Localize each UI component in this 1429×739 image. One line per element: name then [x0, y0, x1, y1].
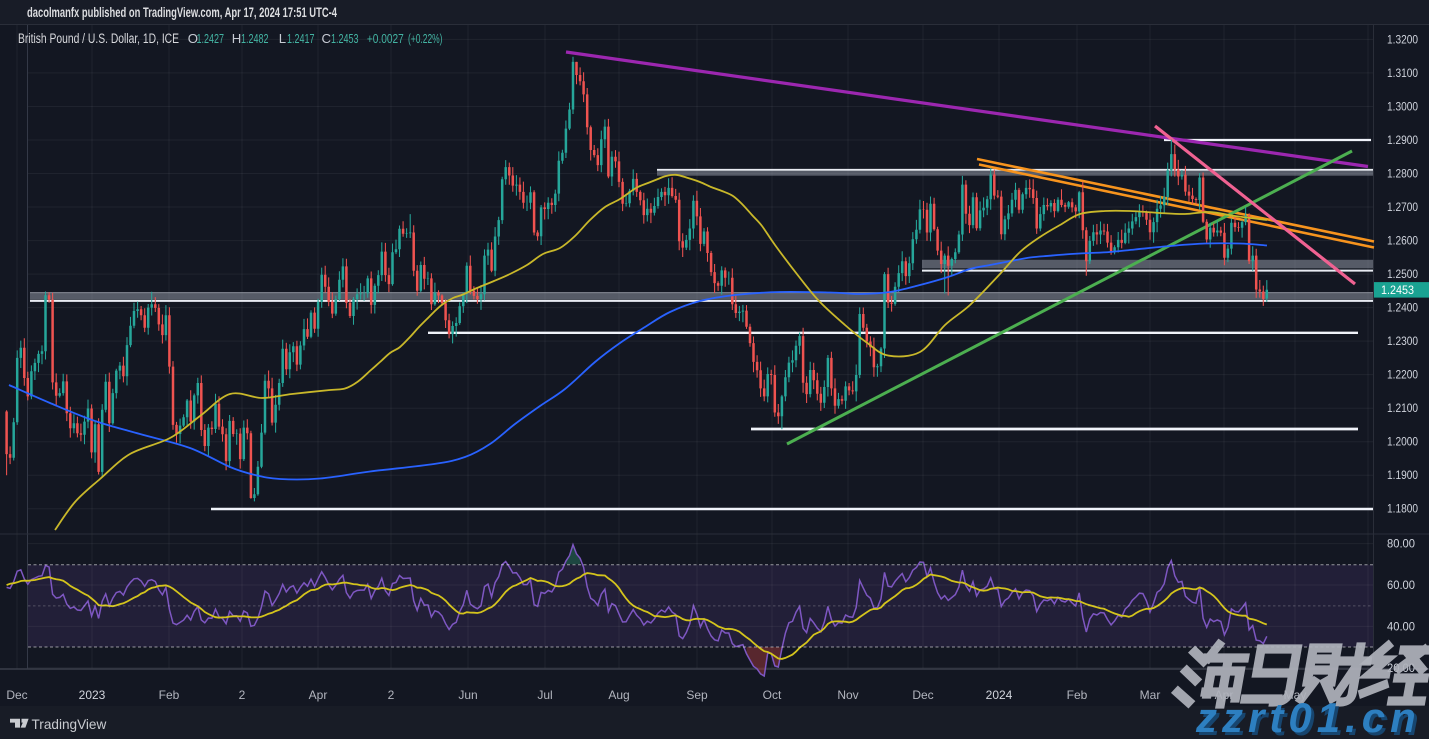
svg-text:1.3200: 1.3200 [1387, 32, 1418, 46]
svg-text:1.2900: 1.2900 [1387, 133, 1418, 147]
svg-text:dacolmanfx published on Tradin: dacolmanfx published on TradingView.com,… [27, 4, 337, 20]
svg-text:1.2453: 1.2453 [1381, 283, 1414, 297]
svg-text:1.2482: 1.2482 [241, 31, 269, 46]
svg-text:TradingView: TradingView [32, 717, 107, 732]
svg-text:Mar: Mar [1140, 688, 1161, 702]
svg-text:British Pound / U.S. Dollar, 1: British Pound / U.S. Dollar, 1D, ICE [18, 31, 179, 46]
svg-text:2: 2 [239, 688, 246, 702]
svg-text:1.2400: 1.2400 [1387, 301, 1418, 315]
svg-text:1.1900: 1.1900 [1387, 468, 1418, 482]
svg-text:1.2427: 1.2427 [197, 31, 225, 46]
svg-text:2: 2 [388, 688, 395, 702]
svg-text:(+0.22%): (+0.22%) [408, 31, 443, 46]
svg-text:Feb: Feb [159, 688, 180, 702]
svg-text:1.3100: 1.3100 [1387, 66, 1418, 80]
svg-text:Aug: Aug [608, 688, 629, 702]
svg-text:1.2800: 1.2800 [1387, 167, 1418, 181]
svg-text:Oct: Oct [763, 688, 782, 702]
svg-text:+0.0027: +0.0027 [367, 31, 404, 46]
svg-text:L: L [279, 31, 286, 46]
svg-text:1.2500: 1.2500 [1387, 267, 1418, 281]
svg-text:1.2200: 1.2200 [1387, 368, 1418, 382]
svg-text:80.00: 80.00 [1387, 537, 1415, 551]
svg-text:C: C [322, 31, 332, 46]
svg-text:zzrt01.cn: zzrt01.cn [1195, 694, 1421, 739]
svg-text:1.2100: 1.2100 [1387, 401, 1418, 415]
svg-text:60.00: 60.00 [1387, 578, 1415, 592]
svg-text:2023: 2023 [79, 688, 106, 702]
svg-text:zzrt01.cn: zzrt01.cn [1198, 697, 1424, 739]
svg-text:H: H [232, 31, 242, 46]
svg-text:1.2000: 1.2000 [1387, 435, 1418, 449]
svg-text:Feb: Feb [1067, 688, 1088, 702]
svg-text:1.1800: 1.1800 [1387, 502, 1418, 516]
svg-text:1.2453: 1.2453 [331, 31, 359, 46]
svg-text:Dec: Dec [912, 688, 933, 702]
svg-text:Sep: Sep [686, 688, 708, 702]
svg-text:1.3000: 1.3000 [1387, 100, 1418, 114]
svg-text:1.2417: 1.2417 [287, 31, 315, 46]
svg-text:Nov: Nov [837, 688, 858, 702]
svg-text:40.00: 40.00 [1387, 619, 1415, 633]
svg-text:Dec: Dec [6, 688, 27, 702]
svg-text:Jun: Jun [458, 688, 477, 702]
svg-text:Jul: Jul [537, 688, 552, 702]
svg-text:1.2300: 1.2300 [1387, 334, 1418, 348]
svg-text:1.2700: 1.2700 [1387, 200, 1418, 214]
svg-text:O: O [188, 31, 198, 46]
svg-text:1.2600: 1.2600 [1387, 234, 1418, 248]
svg-text:Apr: Apr [309, 688, 328, 702]
svg-text:2024: 2024 [986, 688, 1013, 702]
